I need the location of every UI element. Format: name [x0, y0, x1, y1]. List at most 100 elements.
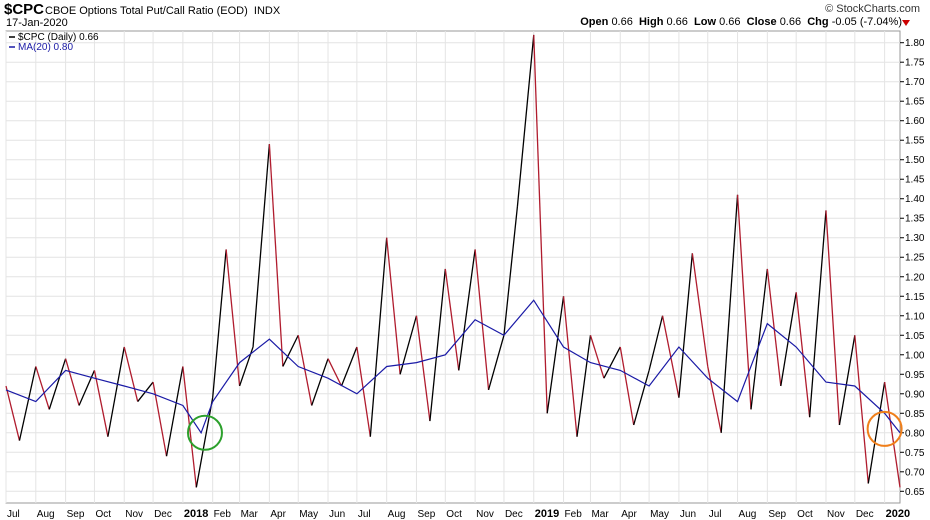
- x-tick-label: Aug: [388, 509, 406, 520]
- legend-label-ma: MA(20) 0.80: [18, 42, 73, 53]
- x-tick-label: May: [650, 509, 669, 520]
- y-tick-label: 1.80: [905, 38, 925, 49]
- cpc-line-segment: [474, 249, 490, 390]
- legend: $CPC (Daily) 0.66 MA(20) 0.80: [9, 32, 99, 53]
- cpc-line-segment: [603, 346, 621, 379]
- cpc-line-segment: [720, 194, 739, 433]
- x-tick-label: Nov: [476, 509, 494, 520]
- cpc-line-segment: [297, 335, 313, 406]
- cpc-line-segment: [838, 335, 856, 426]
- y-tick-label: 1.75: [905, 58, 925, 69]
- y-tick-label: 1.30: [905, 233, 925, 244]
- y-tick-label: 0.75: [905, 448, 925, 459]
- cpc-line-segment: [107, 346, 125, 437]
- cpc-line-segment: [327, 358, 343, 387]
- cpc-line-segment: [678, 253, 694, 398]
- chart-date: 17-Jan-2020: [6, 17, 68, 29]
- y-tick-label: 1.15: [905, 292, 925, 303]
- x-tick-label: Dec: [856, 509, 874, 520]
- cpc-line-segment: [64, 358, 80, 406]
- cpc-line-segment: [35, 366, 50, 410]
- x-tick-label: Jul: [7, 509, 20, 520]
- cpc-line-segment: [576, 335, 592, 437]
- x-tick-label: Nov: [125, 509, 143, 520]
- series-group: [5, 34, 901, 488]
- legend-label-cpc: $CPC (Daily) 0.66: [18, 32, 99, 43]
- symbol-description: CBOE Options Total Put/Call Ratio (EOD) …: [45, 5, 281, 17]
- cpc-line-segment: [766, 268, 782, 387]
- cpc-line-segment: [48, 358, 67, 410]
- y-tick-label: 0.70: [905, 467, 925, 478]
- cpc-line-segment: [883, 381, 901, 488]
- y-tick-label: 0.65: [905, 487, 925, 498]
- cpc-line-segment: [619, 346, 635, 426]
- x-tick-label: 2020: [886, 508, 910, 520]
- y-tick-label: 1.70: [905, 77, 925, 88]
- cpc-line-segment: [867, 381, 886, 484]
- x-tick-label: Jun: [329, 509, 345, 520]
- x-tick-label: Apr: [270, 509, 286, 520]
- cpc-line-segment: [225, 249, 241, 387]
- x-tick-label: Dec: [505, 509, 523, 520]
- cpc-line-segment: [562, 296, 578, 437]
- green-highlight-circle: [186, 414, 223, 451]
- y-tick-label: 0.80: [905, 428, 925, 439]
- y-tick-label: 1.45: [905, 175, 925, 186]
- y-tick-label: 1.65: [905, 97, 925, 108]
- cpc-line-segment: [808, 210, 827, 418]
- x-tick-label: Sep: [67, 509, 85, 520]
- x-tick-label: Oct: [797, 509, 813, 520]
- cpc-line-segment: [340, 346, 358, 387]
- ma20-line: [5, 299, 901, 435]
- x-tick-label: Jun: [680, 509, 696, 520]
- x-tick-label: Jul: [709, 509, 722, 520]
- x-tick-label: Mar: [241, 509, 259, 520]
- x-tick-label: Aug: [739, 509, 757, 520]
- x-tick-label: Feb: [565, 509, 583, 520]
- cpc-line-segment: [311, 358, 329, 406]
- cpc-line-segment: [429, 268, 446, 422]
- annotations: [186, 410, 903, 451]
- x-tick-label: Jul: [358, 509, 371, 520]
- y-tick-label: 1.55: [905, 136, 925, 147]
- cpc-line-segment: [487, 335, 505, 391]
- y-tick-label: 1.00: [905, 350, 925, 361]
- cpc-line-segment: [589, 335, 605, 379]
- x-tick-label: Apr: [621, 509, 637, 520]
- cpc-line-segment: [458, 249, 476, 371]
- x-tick-label: Sep: [417, 509, 435, 520]
- cpc-line-segment: [386, 237, 401, 375]
- cpc-line-segment: [123, 346, 139, 402]
- x-tick-label: Sep: [768, 509, 786, 520]
- x-tick-label: Feb: [214, 509, 232, 520]
- x-tick-label: Oct: [446, 509, 462, 520]
- cpc-line-segment: [93, 370, 109, 437]
- cpc-line-segment: [212, 249, 227, 398]
- cpc-line-segment: [282, 334, 299, 367]
- chart-header: $CPC CBOE Options Total Put/Call Ratio (…: [0, 0, 930, 30]
- cpc-line-segment: [691, 253, 709, 367]
- y-tick-label: 1.05: [905, 331, 925, 342]
- y-tick-label: 0.85: [905, 409, 925, 420]
- symbol: $CPC: [4, 1, 45, 18]
- x-axis: Jul Aug Sep Oct Nov Dec 2018 Feb Mar Apr May Jun Jul…: [7, 508, 910, 520]
- cpc-line-segment: [780, 292, 797, 387]
- y-tick-label: 1.25: [905, 253, 925, 264]
- cpc-line-segment: [546, 296, 565, 414]
- cpc-line-segment: [18, 366, 37, 441]
- cpc-line-segment: [633, 370, 650, 426]
- cpc-line-segment: [369, 237, 388, 437]
- cpc-line-segment: [854, 335, 869, 484]
- x-tick-label: Mar: [591, 509, 609, 520]
- cpc-line-segment: [165, 366, 184, 457]
- down-arrow-icon: [902, 20, 910, 26]
- cpc-line-segment: [252, 144, 271, 348]
- cpc-line-segment: [707, 366, 722, 433]
- y-tick-label: 1.60: [905, 116, 925, 127]
- orange-highlight-circle: [866, 410, 903, 447]
- y-tick-label: 1.10: [905, 311, 925, 322]
- y-tick-label: 0.95: [905, 370, 925, 381]
- cpc-line-segment: [415, 315, 431, 422]
- cpc-line-segment: [533, 34, 548, 414]
- cpc-line-segment: [648, 315, 664, 371]
